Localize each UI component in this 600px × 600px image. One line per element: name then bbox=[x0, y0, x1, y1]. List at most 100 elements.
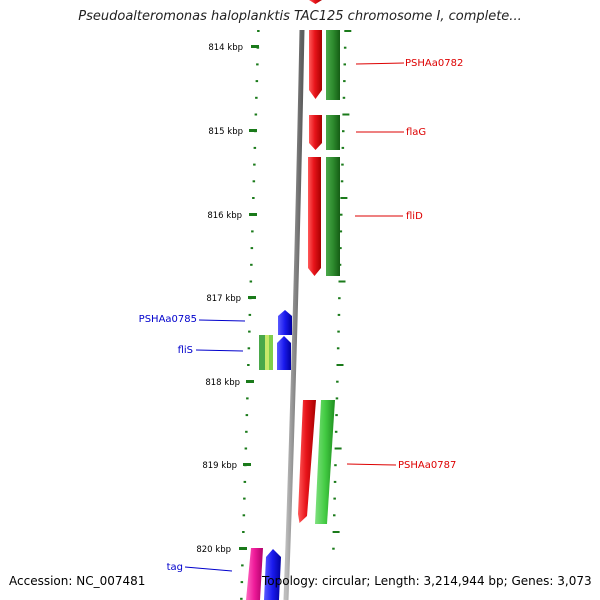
minor-tick bbox=[339, 247, 342, 250]
major-tick bbox=[246, 380, 254, 383]
gene-arrow-red[interactable] bbox=[309, 115, 322, 150]
gene-arrow-green[interactable] bbox=[326, 157, 340, 276]
minor-tick bbox=[333, 514, 336, 517]
minor-tick bbox=[342, 96, 346, 99]
gene-label-flag[interactable]: flaG bbox=[406, 127, 426, 138]
gene-label-pshaa0782[interactable]: PSHAa0782 bbox=[405, 58, 463, 69]
right-major-tick bbox=[338, 280, 346, 283]
minor-tick bbox=[253, 163, 256, 166]
scale-label: 819 kbp bbox=[202, 461, 237, 471]
right-major-tick bbox=[340, 197, 348, 199]
minor-tick bbox=[248, 330, 251, 333]
minor-tick bbox=[242, 531, 245, 533]
chromosome-backbone bbox=[283, 29, 305, 600]
minor-tick bbox=[343, 80, 346, 83]
minor-tick bbox=[333, 497, 336, 500]
gene-label-pshaa0787[interactable]: PSHAa0787 bbox=[398, 460, 456, 471]
right-major-tick bbox=[336, 364, 344, 366]
minor-tick bbox=[339, 230, 343, 233]
label-leader-line bbox=[198, 319, 246, 322]
scale-label: 818 kbp bbox=[205, 378, 240, 388]
gene-arrow-green[interactable] bbox=[326, 30, 340, 100]
minor-tick bbox=[334, 464, 337, 467]
gene-label-flis[interactable]: fliS bbox=[178, 345, 193, 356]
gene-block-multicolor[interactable] bbox=[269, 335, 273, 370]
minor-tick bbox=[245, 430, 248, 433]
gene-arrow-green[interactable] bbox=[326, 115, 340, 150]
gene-arrow-blue[interactable] bbox=[278, 310, 292, 335]
scale-label: 816 kbp bbox=[207, 211, 242, 221]
major-tick bbox=[251, 45, 259, 48]
gene-arrow-blue[interactable] bbox=[264, 549, 281, 600]
gene-block-multicolor[interactable] bbox=[265, 335, 269, 370]
minor-tick bbox=[255, 80, 259, 83]
minor-tick bbox=[240, 581, 244, 584]
minor-tick bbox=[337, 330, 340, 333]
label-leader-line bbox=[184, 566, 233, 572]
minor-tick bbox=[245, 414, 249, 417]
label-leader-line bbox=[355, 62, 405, 65]
gene-label-flid[interactable]: fliD bbox=[406, 211, 423, 222]
gene-arrow-blue[interactable] bbox=[277, 336, 291, 370]
minor-tick bbox=[256, 63, 259, 66]
minor-tick bbox=[243, 480, 247, 483]
gene-arrow-pink[interactable] bbox=[246, 548, 263, 600]
minor-tick bbox=[255, 96, 258, 99]
minor-tick bbox=[240, 597, 243, 600]
major-tick bbox=[249, 213, 257, 216]
minor-tick bbox=[257, 30, 260, 32]
minor-tick bbox=[338, 297, 341, 300]
minor-tick bbox=[243, 497, 246, 500]
scale-labels: 814 kbp 815 kbp 816 kbp 817 kbp 818 kbp … bbox=[196, 43, 259, 555]
minor-tick bbox=[252, 197, 255, 199]
minor-tick bbox=[342, 130, 345, 133]
scale-label: 820 kbp bbox=[196, 545, 231, 555]
minor-tick bbox=[250, 247, 254, 250]
gene-labels: PSHAa0782 flaG fliD PSHAa0785 fliS PSHAa… bbox=[139, 58, 464, 573]
scale-label: 815 kbp bbox=[208, 127, 243, 137]
minor-tick bbox=[253, 146, 257, 149]
gene-arrow-red[interactable] bbox=[308, 157, 321, 276]
gene-arrow-red[interactable] bbox=[309, 0, 322, 4]
minor-tick bbox=[251, 230, 254, 233]
minor-tick bbox=[343, 46, 347, 49]
minor-tick bbox=[247, 364, 250, 366]
left-scale-ticks bbox=[240, 30, 260, 600]
right-major-tick bbox=[342, 113, 350, 116]
gene-arrow-red[interactable] bbox=[309, 30, 322, 99]
major-tick bbox=[239, 547, 247, 550]
minor-tick bbox=[335, 397, 339, 400]
minor-tick bbox=[250, 263, 253, 266]
accession-text: Accession: NC_007481 bbox=[9, 574, 146, 588]
minor-tick bbox=[249, 280, 253, 283]
gene-arrow-light-green[interactable] bbox=[315, 400, 335, 524]
minor-tick bbox=[340, 180, 344, 183]
minor-tick bbox=[254, 113, 258, 116]
plus-strand-genes bbox=[298, 0, 340, 524]
minor-tick bbox=[241, 564, 244, 567]
major-tick bbox=[248, 296, 256, 299]
minus-strand-genes bbox=[246, 310, 292, 600]
chromosome-title: Pseudoalteromonas haloplanktis TAC125 ch… bbox=[78, 9, 522, 24]
major-tick bbox=[249, 129, 257, 132]
gene-label-tag[interactable]: tag bbox=[167, 562, 183, 573]
gene-arrow-red[interactable] bbox=[298, 400, 316, 523]
minor-tick bbox=[341, 146, 345, 149]
minor-tick bbox=[337, 313, 341, 316]
label-leader-line bbox=[346, 463, 397, 466]
right-major-tick bbox=[332, 531, 340, 533]
minor-tick bbox=[246, 397, 249, 400]
major-tick bbox=[243, 463, 251, 466]
gene-block-multicolor[interactable] bbox=[259, 335, 265, 370]
right-scale-ticks bbox=[332, 30, 352, 550]
minor-tick bbox=[248, 313, 252, 316]
right-major-tick bbox=[344, 30, 352, 32]
gene-label-pshaa0785[interactable]: PSHAa0785 bbox=[139, 314, 197, 325]
minor-tick bbox=[242, 514, 246, 517]
scale-label: 814 kbp bbox=[208, 43, 243, 53]
minor-tick bbox=[252, 180, 256, 183]
minor-tick bbox=[341, 163, 344, 166]
minor-tick bbox=[343, 63, 346, 66]
